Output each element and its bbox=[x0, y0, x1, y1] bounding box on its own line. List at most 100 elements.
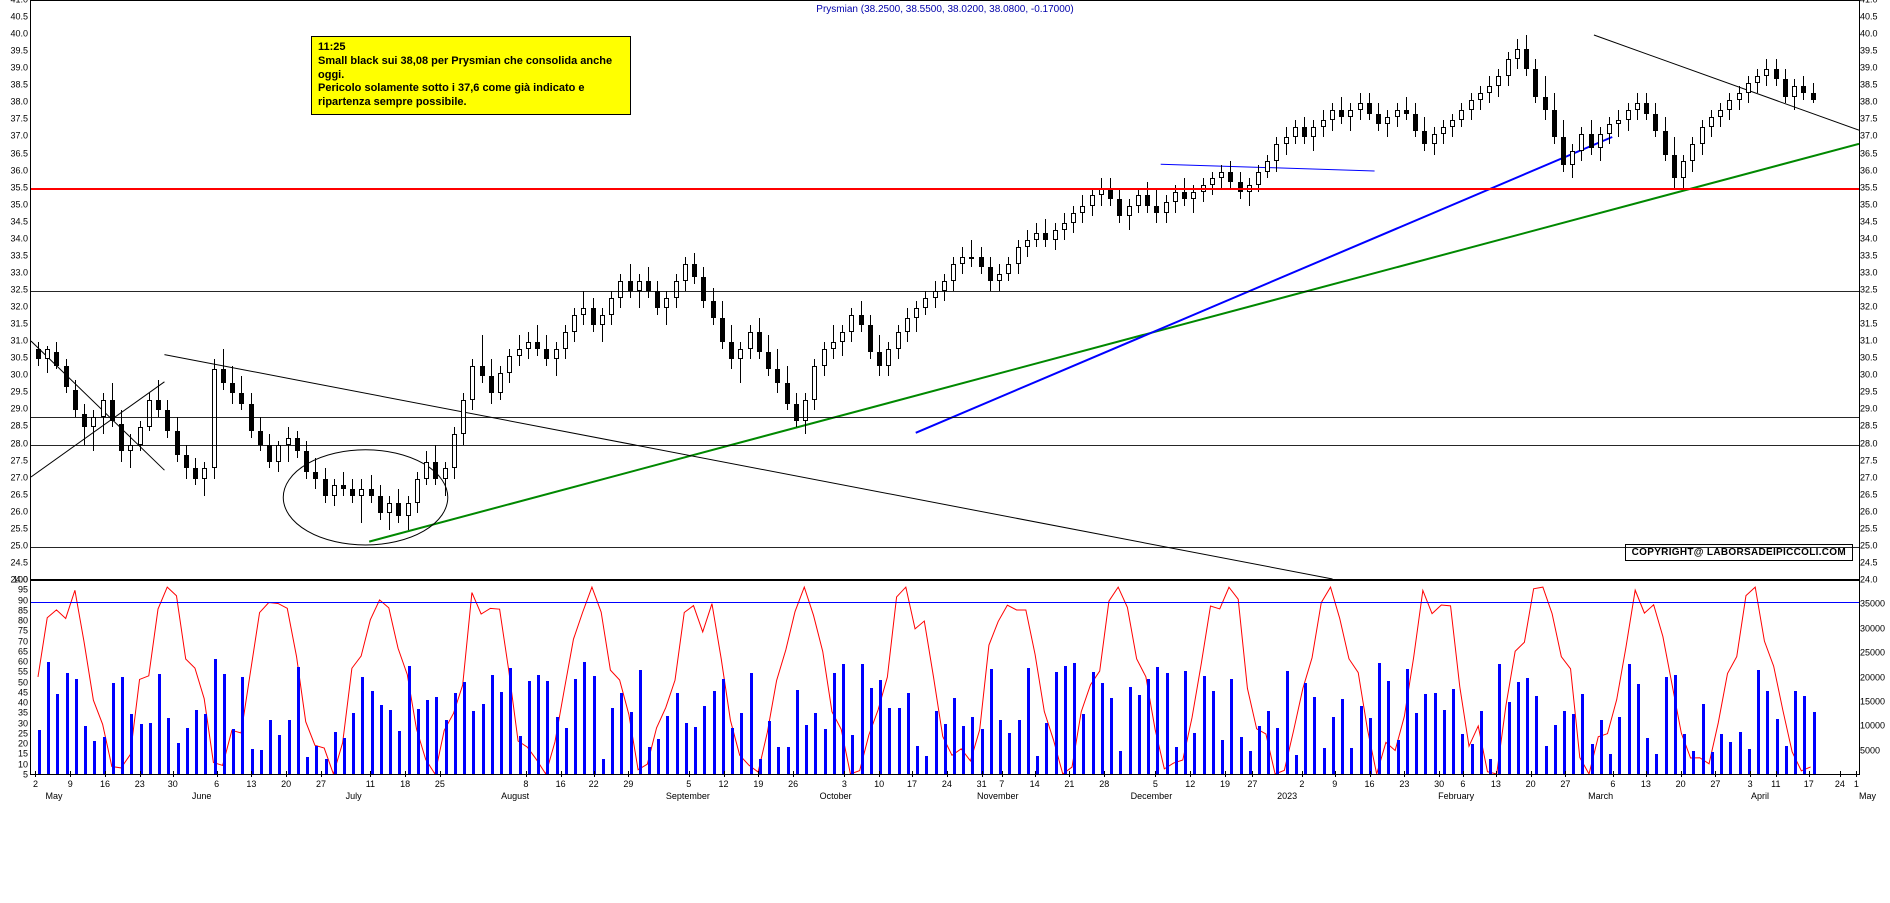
volume-bar bbox=[1665, 677, 1668, 774]
ytick: 34.0 bbox=[1860, 234, 1888, 243]
xtick-day: 23 bbox=[135, 779, 145, 789]
volume-bar bbox=[1498, 664, 1501, 774]
horizontal-level bbox=[31, 417, 1859, 418]
ytick: 31.5 bbox=[1860, 320, 1888, 329]
xtick-day: 27 bbox=[1710, 779, 1720, 789]
xtick-day: 23 bbox=[1399, 779, 1409, 789]
volume-bar bbox=[1739, 732, 1742, 774]
ytick: 32.0 bbox=[0, 303, 28, 312]
volume-bar bbox=[297, 667, 300, 774]
xtick-mark bbox=[321, 771, 322, 777]
volume-bar bbox=[602, 759, 605, 774]
volume-bar bbox=[556, 717, 559, 774]
volume-bar bbox=[1129, 687, 1132, 774]
volume-bar bbox=[1480, 711, 1483, 774]
ytick: 80 bbox=[0, 617, 28, 626]
ytick: 31.0 bbox=[1860, 337, 1888, 346]
ytick: 38.0 bbox=[0, 98, 28, 107]
xtick-day: 9 bbox=[1332, 779, 1337, 789]
horizontal-level bbox=[31, 547, 1859, 548]
volume-bar bbox=[1508, 702, 1511, 774]
xtick-mark bbox=[561, 771, 562, 777]
ytick: 30.5 bbox=[0, 354, 28, 363]
volume-bar bbox=[325, 759, 328, 774]
volume-bar bbox=[1517, 682, 1520, 774]
volume-bar bbox=[38, 730, 41, 774]
volume-bar bbox=[1166, 673, 1169, 774]
ytick: 55 bbox=[0, 668, 28, 677]
volume-bar bbox=[1018, 720, 1021, 774]
volume-bar bbox=[223, 674, 226, 774]
volume-bar bbox=[870, 688, 873, 774]
volume-bar bbox=[1443, 710, 1446, 774]
ytick: 27.5 bbox=[1860, 456, 1888, 465]
ytick: 27.0 bbox=[1860, 473, 1888, 482]
ytick: 39.0 bbox=[0, 64, 28, 73]
ytick: 30.0 bbox=[0, 371, 28, 380]
xtick-mark bbox=[689, 771, 690, 777]
xtick-day: 5 bbox=[686, 779, 691, 789]
volume-bar bbox=[408, 666, 411, 774]
volume-bar bbox=[1064, 666, 1067, 774]
volume-bar bbox=[435, 697, 438, 774]
horizontal-level bbox=[31, 291, 1859, 292]
ytick: 39.5 bbox=[1860, 47, 1888, 56]
volume-bar bbox=[371, 691, 374, 774]
xtick-mark bbox=[1404, 771, 1405, 777]
volume-bar bbox=[1785, 746, 1788, 774]
xtick-day: 27 bbox=[316, 779, 326, 789]
volume-bar bbox=[630, 712, 633, 774]
volume-bar bbox=[953, 698, 956, 774]
volume-bar bbox=[1609, 754, 1612, 774]
ytick: 90 bbox=[0, 596, 28, 605]
ytick: 5 bbox=[0, 771, 28, 780]
volume-bar bbox=[426, 700, 429, 774]
volume-bar bbox=[722, 679, 725, 774]
xtick-day: 17 bbox=[1804, 779, 1814, 789]
xtick-mark bbox=[1531, 771, 1532, 777]
xtick-mark bbox=[1035, 771, 1036, 777]
volume-bar bbox=[1637, 684, 1640, 774]
volume-bar bbox=[1378, 663, 1381, 774]
volume-bar bbox=[1803, 696, 1806, 774]
xtick-day: 26 bbox=[788, 779, 798, 789]
xtick-mark bbox=[251, 771, 252, 777]
xtick-day: 6 bbox=[214, 779, 219, 789]
ytick: 34.5 bbox=[0, 217, 28, 226]
volume-bar bbox=[1110, 698, 1113, 774]
volume-bar bbox=[149, 723, 152, 774]
volume-bar bbox=[685, 723, 688, 774]
ytick: 30.0 bbox=[1860, 371, 1888, 380]
volume-bar bbox=[1175, 747, 1178, 774]
xtick-mark bbox=[724, 771, 725, 777]
xtick-mark bbox=[844, 771, 845, 777]
xtick-mark bbox=[1750, 771, 1751, 777]
volume-bar bbox=[999, 720, 1002, 774]
xtick-day: 16 bbox=[1365, 779, 1375, 789]
xtick-day: 20 bbox=[1676, 779, 1686, 789]
ytick: 35000 bbox=[1860, 600, 1888, 609]
volume-bar bbox=[694, 727, 697, 774]
volume-bar bbox=[167, 718, 170, 774]
volume-bar bbox=[1628, 664, 1631, 774]
volume-bar bbox=[1276, 728, 1279, 774]
xtick-mark bbox=[105, 771, 106, 777]
xtick-month: February bbox=[1438, 791, 1474, 801]
volume-bar bbox=[47, 662, 50, 774]
volume-bar bbox=[657, 739, 660, 774]
xtick-mark bbox=[793, 771, 794, 777]
ytick: 25 bbox=[0, 729, 28, 738]
volume-bar bbox=[593, 676, 596, 774]
xtick-day: 21 bbox=[1064, 779, 1074, 789]
ytick: 50 bbox=[0, 678, 28, 687]
ytick: 29.0 bbox=[1860, 405, 1888, 414]
volume-bar bbox=[1092, 672, 1095, 774]
volume-bar bbox=[112, 683, 115, 774]
volume-bar bbox=[361, 677, 364, 774]
xtick-mark bbox=[1302, 771, 1303, 777]
xtick-day: 12 bbox=[1185, 779, 1195, 789]
ytick: 40.0 bbox=[0, 30, 28, 39]
ytick: 35.0 bbox=[1860, 200, 1888, 209]
xtick-mark bbox=[35, 771, 36, 777]
indicator-threshold bbox=[31, 602, 1859, 603]
